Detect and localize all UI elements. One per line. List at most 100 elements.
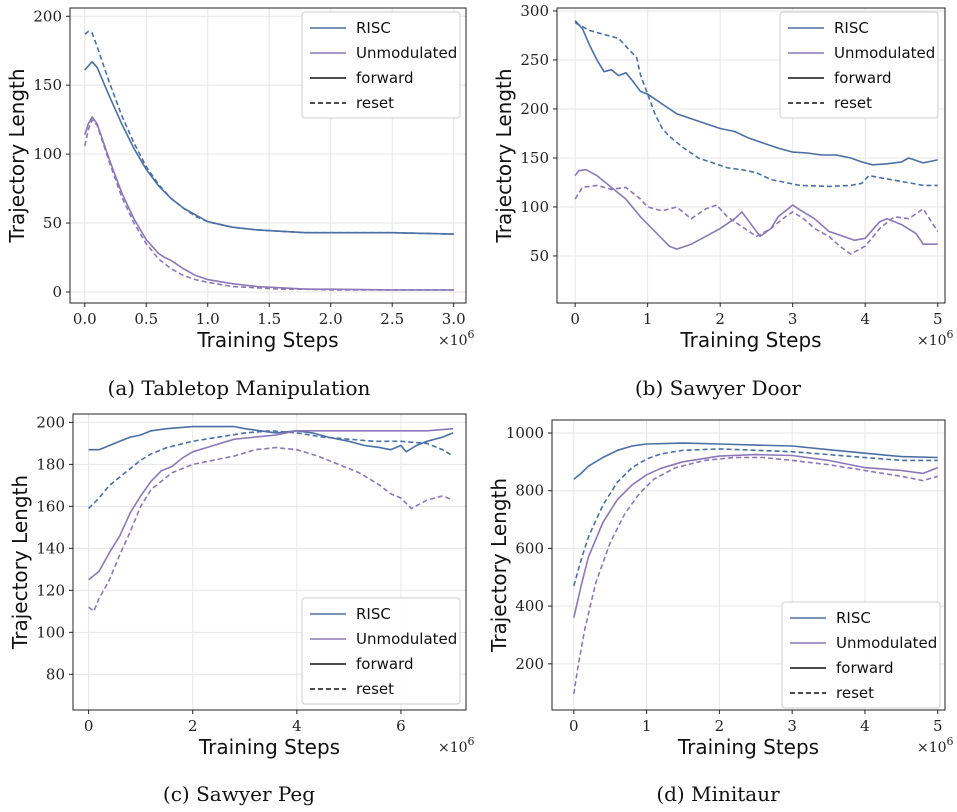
caption-c: (c) Sawyer Peg — [162, 782, 316, 806]
series-line-unmodulated-reset — [574, 184, 939, 255]
legend-label: Unmodulated — [834, 44, 935, 62]
y-tick-label: 180 — [36, 455, 65, 473]
legend-label: RISC — [356, 605, 391, 623]
x-tick-label: 4 — [292, 717, 302, 735]
x-multiplier: ×106 — [438, 328, 475, 349]
x-tick-label: 3.0 — [442, 310, 466, 328]
x-tick-label: 2.0 — [319, 310, 343, 328]
x-tick-label: 0 — [570, 310, 580, 328]
y-tick-label: 150 — [520, 149, 549, 167]
y-tick-label: 200 — [36, 413, 65, 431]
x-tick-label: 2 — [188, 717, 198, 735]
x-tick-label: 1.0 — [196, 310, 220, 328]
series-line-risc-forward — [573, 442, 938, 480]
legend-label: reset — [356, 680, 394, 698]
x-tick-label: 0 — [569, 717, 579, 735]
caption-a: (a) Tabletop Manipulation — [107, 376, 371, 400]
x-axis-label: Training Steps — [196, 328, 338, 352]
x-tick-label: 2 — [715, 310, 725, 328]
legend-label: forward — [356, 69, 414, 87]
y-tick-label: 1000 — [506, 424, 544, 442]
y-tick-label: 800 — [515, 482, 544, 500]
panel-b: 0 1 2 3 4 5 50 100 150 200 250 300 Training Steps Tra… — [479, 0, 957, 406]
x-tick-label: 0.5 — [134, 310, 158, 328]
legend-box — [779, 11, 939, 119]
y-tick-label: 100 — [36, 623, 65, 641]
y-tick-label: 400 — [515, 597, 544, 615]
x-tick-label: 4 — [860, 310, 870, 328]
panel-c: 0 2 4 6 80 100 120 140 160 180 200 Training Steps Tr… — [0, 406, 478, 812]
legend-label: reset — [836, 684, 874, 702]
legend-label: forward — [834, 69, 892, 87]
series-line-risc-reset — [573, 448, 938, 587]
series-line-unmodulated-forward — [574, 168, 938, 250]
y-tick-label: 300 — [520, 2, 549, 20]
x-multiplier-exponent: 6 — [468, 735, 475, 748]
series-line-risc-reset — [574, 21, 938, 188]
y-tick-label: 200 — [520, 100, 549, 118]
x-tick-label: 2 — [715, 717, 725, 735]
series-line-unmodulated-forward — [573, 453, 938, 618]
x-multiplier: ×106 — [917, 735, 954, 756]
y-tick-label: 150 — [33, 76, 62, 94]
legend-label: RISC — [834, 19, 869, 37]
y-tick-label: 200 — [33, 7, 62, 25]
caption-b: (b) Sawyer Door — [634, 376, 802, 400]
y-tick-label: 200 — [515, 655, 544, 673]
x-tick-label: 3 — [787, 717, 797, 735]
y-tick-label: 50 — [530, 247, 549, 265]
x-tick-label: 5 — [933, 310, 943, 328]
y-tick-label: 120 — [36, 581, 65, 599]
series-line-unmodulated-reset — [88, 446, 454, 613]
caption-d: (d) Minitaur — [656, 782, 780, 806]
x-tick-label: 1 — [643, 310, 653, 328]
legend-label: RISC — [836, 609, 871, 627]
y-tick-label: 250 — [520, 51, 549, 69]
x-multiplier-exponent: 6 — [947, 328, 954, 341]
series-line-unmodulated-reset — [573, 456, 938, 695]
y-tick-label: 50 — [43, 214, 62, 232]
y-tick-label: 160 — [36, 497, 65, 515]
series-line-risc-forward — [574, 20, 938, 166]
legend-box — [301, 597, 461, 705]
y-axis-label: Trajectory Length — [8, 475, 32, 650]
legend-label: reset — [356, 94, 394, 112]
chart-c: 0 2 4 6 80 100 120 140 160 180 200 Training Steps Tr… — [8, 413, 475, 759]
series-line-unmodulated-reset — [84, 118, 454, 291]
y-tick-label: 100 — [33, 145, 62, 163]
panel-d: 0 1 2 3 4 5 200 400 600 800 1000 Training Steps Traj… — [479, 406, 957, 812]
y-tick-label: 100 — [520, 198, 549, 216]
legend-box — [781, 601, 941, 709]
x-tick-label: 1 — [642, 717, 652, 735]
legend-label: RISC — [356, 19, 391, 37]
y-tick-label: 140 — [36, 539, 65, 557]
x-axis-label: Training Steps — [198, 735, 340, 759]
chart-a: 0.0 0.5 1.0 1.5 2.0 2.5 3.0 0 50 100 150 200 Trainin… — [5, 7, 475, 352]
x-tick-label: 1.5 — [257, 310, 281, 328]
x-multiplier-exponent: 6 — [468, 328, 475, 341]
chart-b: 0 1 2 3 4 5 50 100 150 200 250 300 Training Steps Tra… — [492, 2, 954, 352]
series-line-risc-forward — [88, 425, 454, 453]
series-line-risc-reset — [84, 30, 454, 235]
x-tick-label: 2.5 — [380, 310, 404, 328]
y-axis-label: Trajectory Length — [487, 478, 511, 653]
plot-frame — [72, 413, 467, 711]
x-tick-label: 3 — [788, 310, 798, 328]
chart-d: 0 1 2 3 4 5 200 400 600 800 1000 Training Steps Traj… — [487, 419, 954, 759]
legend-label: forward — [836, 659, 894, 677]
legend-label: Unmodulated — [836, 634, 937, 652]
legend-label: reset — [834, 94, 872, 112]
legend-box — [301, 11, 461, 119]
x-tick-label: 4 — [860, 717, 870, 735]
legend-label: Unmodulated — [356, 44, 457, 62]
plot-frame — [551, 419, 946, 711]
y-axis-label: Trajectory Length — [492, 68, 516, 243]
y-axis-label: Trajectory Length — [5, 68, 29, 243]
legend-label: forward — [356, 655, 414, 673]
x-tick-label: 5 — [933, 717, 943, 735]
series-line-risc-reset — [88, 430, 454, 510]
x-axis-label: Training Steps — [677, 735, 819, 759]
series-line-unmodulated-forward — [88, 427, 454, 581]
x-tick-label: 0.0 — [73, 310, 97, 328]
plot-frame — [556, 7, 946, 304]
